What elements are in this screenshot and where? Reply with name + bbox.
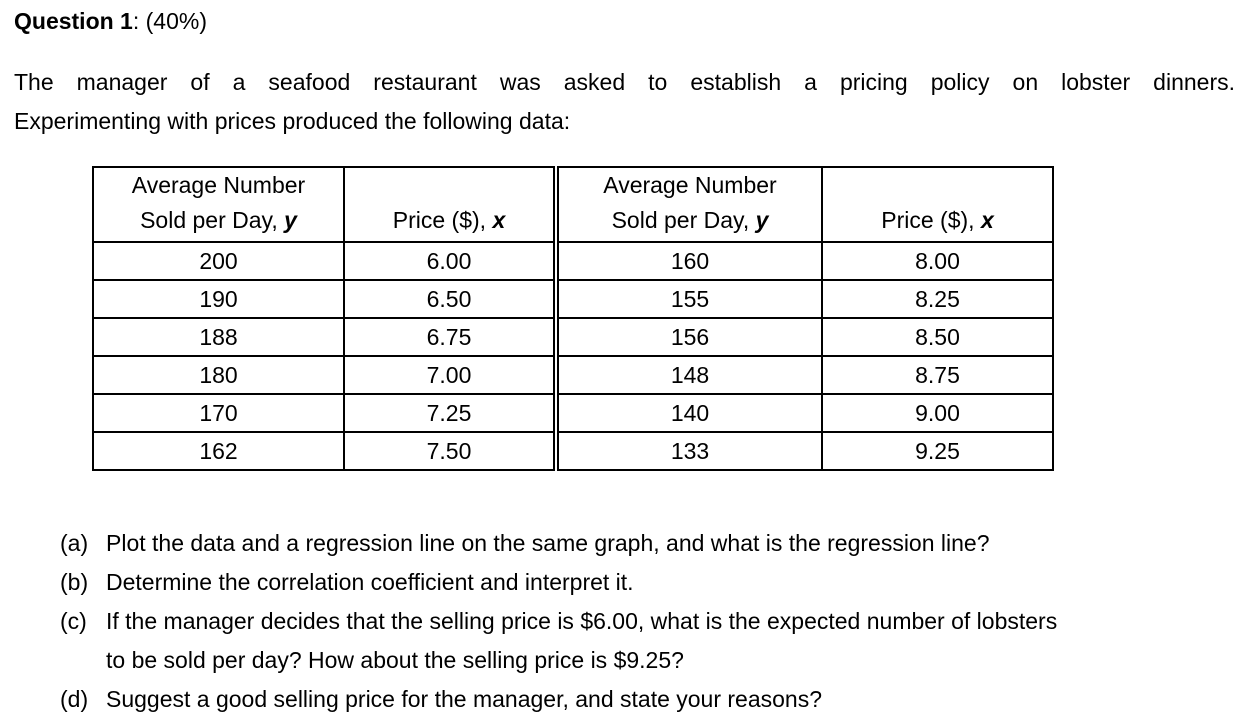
table-header-row: Average Number Sold per Day, y Price ($),… [92,166,1054,243]
table-cell: 148 [553,355,823,395]
table-cell: 162 [92,431,345,471]
table-cell: 7.50 [343,431,557,471]
price-label: Price ($), [881,207,981,233]
table-row: 190 6.50 155 8.25 [92,279,1054,319]
avg-sold-variable: y [284,207,297,233]
col-header-price-right: Price ($), x [821,166,1054,243]
table-row: 180 7.00 148 8.75 [92,355,1054,395]
intro-line-2: Experimenting with prices produced the f… [14,108,571,134]
col-header-avg-sold-right: Average Number Sold per Day, y [553,166,823,243]
question-title-rest: : (40%) [132,8,207,34]
question-title: Question 1: (40%) [14,8,207,35]
table-cell: 9.25 [821,431,1054,471]
table-cell: 133 [553,431,823,471]
part-label: (a) [60,530,89,556]
table-cell: 180 [92,355,345,395]
table-cell: 7.00 [343,355,557,395]
avg-sold-line1: Average Number [131,172,306,198]
question-part-c: (c) If the manager decides that the selli… [60,602,1238,680]
table-cell: 188 [92,317,345,357]
intro-line-1: The manager of a seafood restaurant was … [14,69,1235,95]
col-header-price-left: Price ($), x [343,166,557,243]
question-part-a: (a) Plot the data and a regression line o… [60,524,1238,563]
part-label: (c) [60,608,87,634]
price-label: Price ($), [392,207,493,233]
table-row: 170 7.25 140 9.00 [92,393,1054,433]
table-cell: 6.75 [343,317,557,357]
table-cell: 190 [92,279,345,319]
avg-sold-variable: y [755,207,769,233]
part-text: Plot the data and a regression line on t… [106,530,990,556]
table-cell: 8.25 [821,279,1054,319]
table-row: 200 6.00 160 8.00 [92,241,1054,281]
part-text-continued: to be sold per day? How about the sellin… [106,647,684,673]
part-text: If the manager decides that the selling … [106,608,1058,634]
table-cell: 160 [553,241,823,281]
table-cell: 8.50 [821,317,1054,357]
pricing-data-table: Average Number Sold per Day, y Price ($),… [92,166,1054,471]
col-header-avg-sold-left: Average Number Sold per Day, y [92,166,345,243]
table-cell: 9.00 [821,393,1054,433]
table-cell: 7.25 [343,393,557,433]
part-label: (d) [60,686,89,712]
price-variable: x [492,207,506,233]
price-variable: x [980,207,994,233]
table-cell: 156 [553,317,823,357]
avg-sold-line1: Average Number [603,172,777,198]
table-row: 162 7.50 133 9.25 [92,431,1054,471]
table-cell: 8.75 [821,355,1054,395]
table-row: 188 6.75 156 8.50 [92,317,1054,357]
question-part-d: (d) Suggest a good selling price for the … [60,680,1238,719]
table-cell: 140 [553,393,823,433]
question-title-bold: Question 1 [14,8,133,34]
table-cell: 8.00 [821,241,1054,281]
table-cell: 155 [553,279,823,319]
table-cell: 6.50 [343,279,557,319]
question-parts: (a) Plot the data and a regression line o… [60,524,1238,719]
part-text: Determine the correlation coefficient an… [106,569,634,595]
part-text: Suggest a good selling price for the man… [106,686,823,712]
intro-paragraph: The manager of a seafood restaurant was … [14,63,1235,141]
avg-sold-line2: Sold per Day, [140,207,285,233]
table-cell: 200 [92,241,345,281]
part-label: (b) [60,569,89,595]
table-cell: 170 [92,393,345,433]
avg-sold-line2: Sold per Day, [611,207,756,233]
table-cell: 6.00 [343,241,557,281]
question-part-b: (b) Determine the correlation coefficient… [60,563,1238,602]
